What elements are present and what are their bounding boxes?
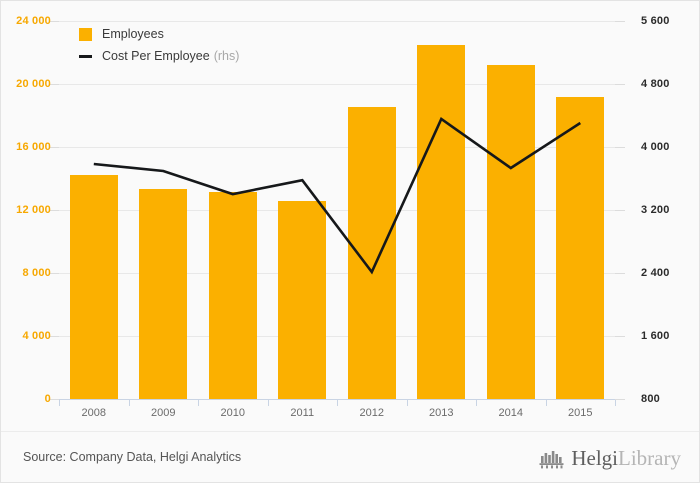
- y-axis-tick-mark-left: [49, 336, 59, 337]
- helgi-library-logo[interactable]: Helgi Library: [539, 446, 681, 471]
- bar-2015[interactable]: [556, 96, 605, 399]
- legend-label-rhs: (rhs): [213, 49, 240, 63]
- x-axis-label-2015: 2015: [568, 407, 593, 419]
- logo-text-helgi: Helgi: [571, 446, 619, 470]
- y-axis-tick-mark-right: [615, 210, 625, 211]
- y-axis-label-left: 8 000: [22, 267, 51, 279]
- y-axis-tick-mark-right: [615, 21, 625, 22]
- y-axis-tick-mark-left: [49, 147, 59, 148]
- y-axis-tick-mark-right: [615, 273, 625, 274]
- chart-legend: Employees Cost Per Employee (rhs): [79, 24, 239, 68]
- x-axis-label-2009: 2009: [151, 407, 176, 419]
- y-axis-tick-mark-right: [615, 147, 625, 148]
- y-axis-tick-mark-right: [615, 84, 625, 85]
- x-axis-tick-mark: [267, 400, 269, 406]
- x-axis-tick-mark: [545, 400, 547, 406]
- gridline: [59, 147, 615, 148]
- y-axis-label-left: 24 000: [16, 15, 51, 27]
- y-axis-label-right: 4 000: [641, 141, 670, 153]
- y-axis-label-left: 12 000: [16, 204, 51, 216]
- x-axis-label-2014: 2014: [498, 407, 523, 419]
- y-axis-label-right: 3 200: [641, 204, 670, 216]
- legend-square-icon: [79, 27, 92, 41]
- gridline: [59, 336, 615, 337]
- bar-2009[interactable]: [139, 189, 188, 399]
- y-axis-label-left: 20 000: [16, 78, 51, 90]
- logo-text-library: Library: [618, 446, 681, 470]
- legend-item-cost-per-employee[interactable]: Cost Per Employee (rhs): [79, 46, 239, 66]
- bar-2010[interactable]: [208, 191, 257, 399]
- x-axis-label-2010: 2010: [220, 407, 245, 419]
- y-axis-label-left: 4 000: [22, 330, 51, 342]
- x-axis-label-2012: 2012: [359, 407, 384, 419]
- library-bars-icon: [539, 450, 564, 468]
- y-axis-label-right: 2 400: [641, 267, 670, 279]
- x-axis-tick-mark: [128, 400, 130, 406]
- y-axis-tick-mark-left: [49, 84, 59, 85]
- y-axis-label-left: 16 000: [16, 141, 51, 153]
- x-axis-tick-mark: [615, 400, 616, 406]
- bar-2012[interactable]: [347, 106, 396, 399]
- y-axis-tick-mark-left: [49, 21, 59, 22]
- bar-2008[interactable]: [69, 175, 118, 399]
- x-axis-tick-mark: [198, 400, 199, 406]
- legend-item-employees[interactable]: Employees: [79, 24, 239, 44]
- x-axis-tick-mark: [59, 400, 60, 406]
- x-axis-tick-mark: [337, 400, 338, 406]
- bar-2013[interactable]: [417, 45, 466, 399]
- legend-line-icon: [79, 54, 92, 58]
- x-axis-tick-mark: [476, 400, 477, 406]
- legend-label-employees: Employees: [102, 27, 164, 41]
- y-axis-tick-mark-right: [615, 336, 625, 337]
- y-axis-tick-mark-left: [49, 399, 59, 400]
- line-series-cost-per-employee: [93, 117, 582, 275]
- gridline: [59, 84, 615, 85]
- legend-label-cost-per-employee: Cost Per Employee: [102, 49, 210, 63]
- y-axis-tick-mark-right: [615, 399, 625, 400]
- gridline: [59, 21, 615, 22]
- y-axis-tick-mark-left: [49, 273, 59, 274]
- y-axis-label-right: 5 600: [641, 15, 670, 27]
- x-axis-baseline: [59, 399, 615, 400]
- gridline: [59, 273, 615, 274]
- source-note: Source: Company Data, Helgi Analytics: [23, 450, 242, 464]
- y-axis-label-right: 1 600: [641, 330, 670, 342]
- gridline: [59, 210, 615, 211]
- y-axis-tick-mark-left: [49, 210, 59, 211]
- y-axis-label-right: 800: [641, 393, 660, 405]
- x-axis-label-2011: 2011: [290, 407, 315, 419]
- y-axis-label-left: 0: [44, 393, 51, 405]
- chart-footer: Source: Company Data, Helgi Analytics He…: [1, 431, 699, 482]
- bar-2011[interactable]: [278, 201, 327, 399]
- x-axis-tick-mark: [406, 400, 408, 406]
- x-axis-label-2013: 2013: [429, 407, 454, 419]
- cost-per-employee-line[interactable]: [93, 117, 582, 275]
- y-axis-label-right: 4 800: [641, 78, 670, 90]
- x-axis-label-2008: 2008: [81, 407, 106, 419]
- bar-2014[interactable]: [486, 65, 535, 399]
- chart-canvas: 0 4 000 8 000 12 000 16 000 20 000 24 000 800 1 …: [1, 1, 699, 431]
